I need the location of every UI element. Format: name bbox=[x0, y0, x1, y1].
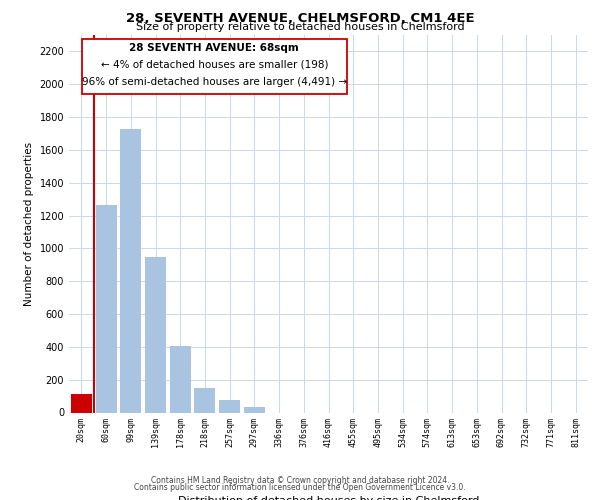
X-axis label: Distribution of detached houses by size in Chelmsford: Distribution of detached houses by size … bbox=[178, 496, 479, 500]
Bar bbox=[170, 346, 191, 412]
Bar bbox=[244, 407, 265, 412]
Text: Contains public sector information licensed under the Open Government Licence v3: Contains public sector information licen… bbox=[134, 484, 466, 492]
Text: Size of property relative to detached houses in Chelmsford: Size of property relative to detached ho… bbox=[136, 22, 464, 32]
Y-axis label: Number of detached properties: Number of detached properties bbox=[24, 142, 34, 306]
Text: Contains HM Land Registry data © Crown copyright and database right 2024.: Contains HM Land Registry data © Crown c… bbox=[151, 476, 449, 485]
Text: 28 SEVENTH AVENUE: 68sqm: 28 SEVENTH AVENUE: 68sqm bbox=[130, 42, 299, 52]
Bar bbox=[145, 258, 166, 412]
Bar bbox=[219, 400, 240, 412]
Text: 28, SEVENTH AVENUE, CHELMSFORD, CM1 4EE: 28, SEVENTH AVENUE, CHELMSFORD, CM1 4EE bbox=[125, 12, 475, 26]
Bar bbox=[71, 394, 92, 412]
Bar bbox=[95, 205, 116, 412]
Text: 96% of semi-detached houses are larger (4,491) →: 96% of semi-detached houses are larger (… bbox=[82, 76, 347, 86]
FancyBboxPatch shape bbox=[82, 39, 347, 94]
Bar bbox=[120, 128, 141, 412]
Text: ← 4% of detached houses are smaller (198): ← 4% of detached houses are smaller (198… bbox=[101, 60, 328, 70]
Bar bbox=[194, 388, 215, 412]
